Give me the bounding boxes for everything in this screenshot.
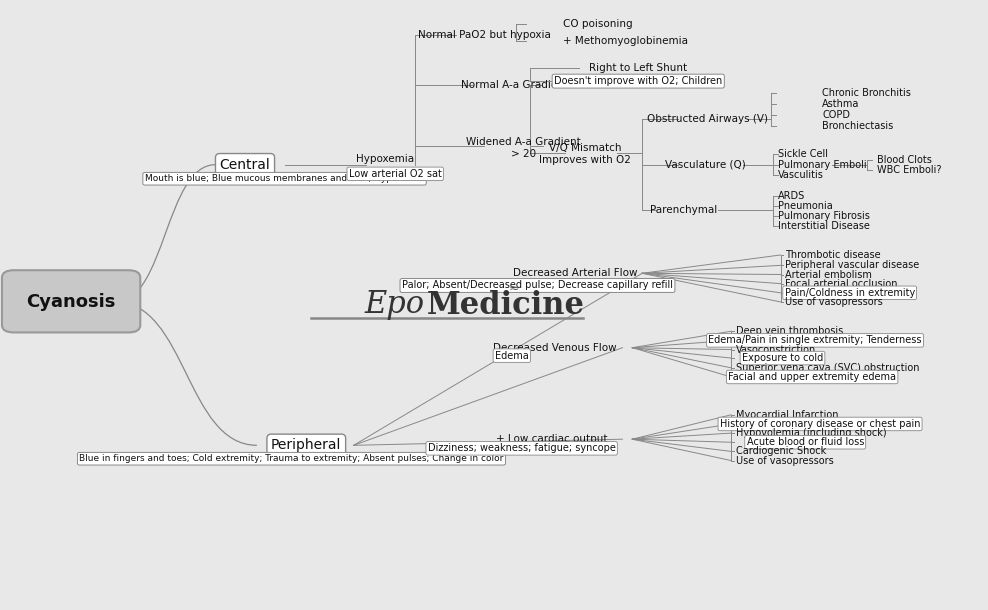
Text: Pulmonary Fibrosis: Pulmonary Fibrosis xyxy=(778,211,869,221)
Text: > 20: > 20 xyxy=(511,149,536,159)
Text: Myocardial Infarction: Myocardial Infarction xyxy=(736,410,839,420)
Text: Cyanosis: Cyanosis xyxy=(27,293,116,311)
Text: Acute blood or fluid loss: Acute blood or fluid loss xyxy=(747,437,864,447)
Text: Asthma: Asthma xyxy=(822,99,860,109)
Text: Pain/Coldness in extremity: Pain/Coldness in extremity xyxy=(784,288,915,298)
Text: Arterial embolism: Arterial embolism xyxy=(785,270,872,279)
Text: Exposure to cold: Exposure to cold xyxy=(742,353,823,363)
Text: Use of vasopressors: Use of vasopressors xyxy=(736,456,834,465)
Text: Central: Central xyxy=(219,158,271,171)
Text: Mouth is blue; Blue mucous membranes and skin; Hypoxemia: Mouth is blue; Blue mucous membranes and… xyxy=(144,174,425,183)
Text: Normal PaO2 but hypoxia: Normal PaO2 but hypoxia xyxy=(418,30,550,40)
Text: Deep vein thrombosis: Deep vein thrombosis xyxy=(736,326,844,336)
Text: Decreased Venous Flow: Decreased Venous Flow xyxy=(493,343,618,353)
Text: Peripheral: Peripheral xyxy=(271,439,342,452)
Text: Use of vasopressors: Use of vasopressors xyxy=(785,297,883,307)
Text: Parenchymal: Parenchymal xyxy=(650,206,717,215)
Text: Hypoxemia: Hypoxemia xyxy=(357,154,414,163)
Text: Focal arterial occlusion: Focal arterial occlusion xyxy=(785,279,898,289)
Text: Hypovolemia (including shock): Hypovolemia (including shock) xyxy=(736,428,886,438)
Text: Blue in fingers and toes; Cold extremity; Trauma to extremity; Absent pulses; Ch: Blue in fingers and toes; Cold extremity… xyxy=(79,454,504,463)
Text: Blood Clots: Blood Clots xyxy=(877,155,933,165)
Text: Edema: Edema xyxy=(495,351,529,361)
Text: V/Q Mismatch: V/Q Mismatch xyxy=(548,143,621,152)
Text: ≈: ≈ xyxy=(509,281,519,295)
Text: Vasculitis: Vasculitis xyxy=(778,170,823,180)
Text: Low arterial O2 sat: Low arterial O2 sat xyxy=(349,169,442,179)
Text: Peripheral vascular disease: Peripheral vascular disease xyxy=(785,260,920,270)
Text: Medicine: Medicine xyxy=(427,290,585,320)
Text: Facial and upper extremity edema: Facial and upper extremity edema xyxy=(728,372,896,382)
Text: History of coronary disease or chest pain: History of coronary disease or chest pai… xyxy=(720,419,920,429)
Text: Thrombotic disease: Thrombotic disease xyxy=(785,250,881,260)
Text: + Methomyoglobinemia: + Methomyoglobinemia xyxy=(563,36,689,46)
Text: Pneumonia: Pneumonia xyxy=(778,201,832,211)
Text: Cardiogenic Shock: Cardiogenic Shock xyxy=(736,447,826,456)
Text: Epo: Epo xyxy=(365,290,425,320)
Text: Improves with O2: Improves with O2 xyxy=(539,155,630,165)
Text: CO poisoning: CO poisoning xyxy=(563,20,632,29)
Text: Doesn't improve with O2; Children: Doesn't improve with O2; Children xyxy=(554,76,722,86)
Text: Sickle Cell: Sickle Cell xyxy=(778,149,828,159)
Text: ARDS: ARDS xyxy=(778,192,805,201)
Text: Pulmonary Emboli: Pulmonary Emboli xyxy=(778,160,866,170)
Text: Right to Left Shunt: Right to Left Shunt xyxy=(589,63,688,73)
Text: Vasculature (Q): Vasculature (Q) xyxy=(665,160,746,170)
FancyBboxPatch shape xyxy=(2,270,140,332)
Text: Bronchiectasis: Bronchiectasis xyxy=(822,121,893,131)
Text: Dizziness; weakness; fatigue; syncope: Dizziness; weakness; fatigue; syncope xyxy=(428,443,616,453)
Text: Obstructed Airways (V): Obstructed Airways (V) xyxy=(647,114,768,124)
Text: Edema/Pain in single extremity; Tenderness: Edema/Pain in single extremity; Tenderne… xyxy=(708,336,922,345)
Text: Normal A-a Gradient: Normal A-a Gradient xyxy=(461,81,568,90)
Text: + Low cardiac output: + Low cardiac output xyxy=(496,434,607,444)
Text: Chronic Bronchitis: Chronic Bronchitis xyxy=(822,88,911,98)
Text: Widened A-a Gradient: Widened A-a Gradient xyxy=(466,137,581,146)
Text: Palor; Absent/Decreased pulse; Decrease capillary refill: Palor; Absent/Decreased pulse; Decrease … xyxy=(402,281,673,290)
Text: Decreased Arterial Flow: Decreased Arterial Flow xyxy=(513,268,637,278)
Text: Superior vena cava (SVC) obstruction: Superior vena cava (SVC) obstruction xyxy=(736,363,920,373)
Text: WBC Emboli?: WBC Emboli? xyxy=(877,165,942,174)
Text: Vasoconstriction: Vasoconstriction xyxy=(736,345,816,354)
Text: COPD: COPD xyxy=(822,110,850,120)
Text: Interstitial Disease: Interstitial Disease xyxy=(778,221,869,231)
